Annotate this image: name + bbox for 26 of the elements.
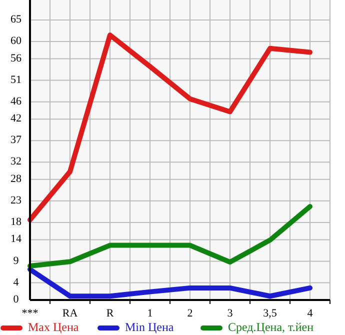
legend-label: Min Цена	[125, 320, 174, 334]
y-tick-label: 14	[10, 233, 22, 246]
x-tick-label: R	[106, 308, 114, 320]
y-tick-label: 9	[13, 254, 20, 267]
legend-label: Max Цена	[28, 320, 80, 334]
x-tick-label: RA	[62, 308, 78, 320]
legend-label: Сред.Цена, т.йен	[228, 320, 314, 334]
y-tick-label: 37	[10, 134, 22, 146]
x-tick-label: 3,5	[263, 308, 278, 320]
y-tick-label: 42	[10, 112, 22, 125]
x-tick-label: 4	[307, 308, 314, 320]
y-tick-label: 56	[10, 52, 22, 64]
y-tick-label: 23	[10, 194, 22, 206]
y-tick-label: 46	[10, 95, 22, 108]
y-tick-label: 0	[13, 294, 20, 306]
y-tick-label: 65	[10, 14, 22, 26]
y-tick-label: 51	[10, 74, 22, 86]
y-tick-label: 4	[13, 276, 20, 288]
y-tick-label: 18	[10, 216, 22, 228]
y-tick-label: 28	[10, 172, 22, 185]
x-tick-label: 3	[227, 308, 234, 320]
y-tick-label: 60	[10, 35, 22, 48]
x-tick-label: ***	[22, 308, 38, 320]
x-tick-label: 2	[187, 308, 193, 320]
y-tick-label: 32	[10, 156, 22, 168]
x-tick-label: 1	[147, 308, 153, 320]
